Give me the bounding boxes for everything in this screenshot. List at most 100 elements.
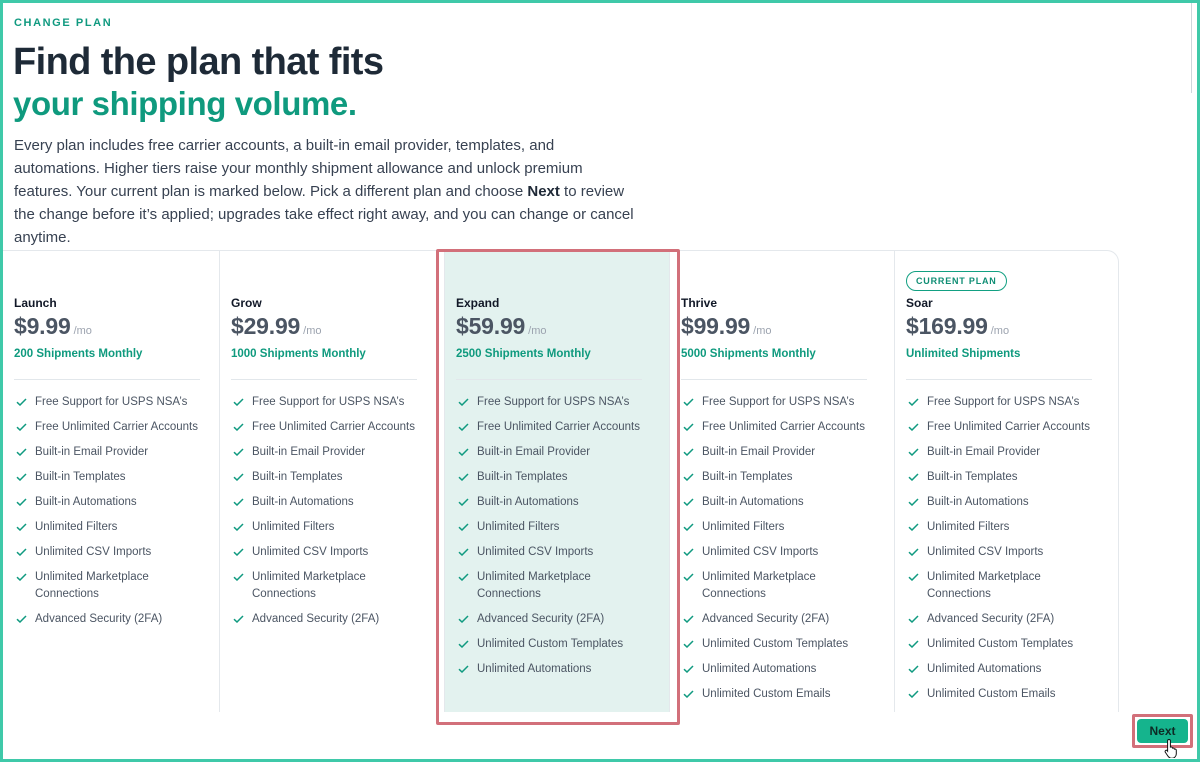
feature-item: Unlimited CSV Imports [14, 544, 214, 561]
eyebrow-label: CHANGE PLAN [14, 17, 113, 29]
feature-label: Unlimited Custom Templates [702, 638, 849, 650]
feature-label: Free Support for USPS NSA’s [35, 396, 188, 408]
check-icon [683, 573, 694, 581]
feature-label: Unlimited Custom Emails [927, 688, 1056, 700]
feature-label: Built-in Email Provider [252, 446, 366, 458]
check-icon [908, 423, 919, 431]
feature-label: Free Support for USPS NSA’s [702, 396, 855, 408]
feature-label: Built-in Email Provider [477, 446, 591, 458]
check-icon [233, 423, 244, 431]
next-button-highlight: Next [1132, 714, 1193, 748]
price-amount: $99.99 [681, 313, 751, 339]
feature-label: Free Support for USPS NSA’s [477, 396, 630, 408]
plan-shipments: 200 Shipments Monthly [14, 348, 143, 360]
check-icon [16, 573, 27, 581]
feature-item: Built-in Email Provider [456, 444, 656, 461]
price-period: /mo [990, 325, 1010, 337]
feature-list: Free Support for USPS NSA’s Free Unlimite… [14, 394, 214, 636]
feature-label: Free Unlimited Carrier Accounts [702, 421, 865, 433]
check-icon [458, 498, 469, 506]
next-button[interactable]: Next [1137, 719, 1188, 743]
feature-item: Unlimited Marketplace Connections [14, 569, 214, 603]
scrollbar[interactable] [1191, 3, 1197, 93]
feature-item: Built-in Automations [14, 494, 214, 511]
feature-item: Unlimited Filters [681, 519, 881, 536]
check-icon [908, 448, 919, 456]
feature-label: Advanced Security (2FA) [35, 613, 163, 625]
feature-item: Free Unlimited Carrier Accounts [906, 419, 1106, 436]
price-amount: $29.99 [231, 313, 301, 339]
feature-label: Unlimited Filters [477, 521, 560, 533]
plan-card-launch[interactable]: Launch $9.99/mo 200 Shipments Monthly Free … [3, 251, 219, 712]
check-icon [16, 548, 27, 556]
plan-card-thrive[interactable]: Thrive $99.99/mo 5000 Shipments Monthly Fre… [669, 251, 894, 712]
feature-label: Built-in Templates [252, 471, 343, 483]
plan-name: Grow [231, 296, 262, 310]
plan-name: Soar [906, 296, 933, 310]
feature-label: Unlimited Custom Templates [477, 638, 624, 650]
hand-cursor-icon [1164, 738, 1177, 758]
feature-label: Built-in Automations [252, 496, 354, 508]
plan-card-soar[interactable]: CURRENT PLAN Soar $169.99/mo Unlimited Ship… [894, 251, 1118, 712]
feature-label: Unlimited Marketplace Connections [252, 571, 366, 600]
plan-price: $99.99/mo [681, 313, 772, 340]
check-icon [683, 615, 694, 623]
feature-label: Built-in Email Provider [927, 446, 1041, 458]
feature-label: Unlimited Filters [927, 521, 1010, 533]
feature-list: Free Support for USPS NSA’s Free Unlimite… [456, 394, 656, 686]
plan-price: $169.99/mo [906, 313, 1009, 340]
feature-item: Unlimited Filters [906, 519, 1106, 536]
feature-item: Free Support for USPS NSA’s [456, 394, 656, 411]
plan-divider [14, 379, 200, 380]
check-icon [683, 690, 694, 698]
feature-label: Free Support for USPS NSA’s [252, 396, 405, 408]
check-icon [683, 665, 694, 673]
feature-label: Unlimited Marketplace Connections [702, 571, 816, 600]
feature-item: Unlimited Filters [456, 519, 656, 536]
feature-label: Unlimited Custom Emails [702, 688, 831, 700]
feature-item: Built-in Automations [906, 494, 1106, 511]
check-icon [16, 523, 27, 531]
feature-item: Built-in Automations [681, 494, 881, 511]
intro-text-2: to review the change before it’s applied… [14, 183, 634, 246]
feature-label: Free Unlimited Carrier Accounts [927, 421, 1090, 433]
feature-item: Built-in Templates [456, 469, 656, 486]
feature-item: Built-in Templates [681, 469, 881, 486]
page-subtitle: your shipping volume. [13, 85, 357, 122]
feature-item: Free Unlimited Carrier Accounts [231, 419, 431, 436]
plans-grid: Launch $9.99/mo 200 Shipments Monthly Free … [3, 250, 1119, 712]
check-icon [908, 690, 919, 698]
feature-label: Built-in Email Provider [35, 446, 149, 458]
feature-item: Advanced Security (2FA) [906, 611, 1106, 628]
feature-item: Unlimited Marketplace Connections [906, 569, 1106, 603]
feature-item: Built-in Templates [906, 469, 1106, 486]
feature-label: Unlimited CSV Imports [252, 546, 369, 558]
check-icon [908, 615, 919, 623]
check-icon [908, 473, 919, 481]
feature-label: Built-in Templates [927, 471, 1018, 483]
price-period: /mo [73, 325, 92, 337]
feature-label: Unlimited CSV Imports [702, 546, 819, 558]
check-icon [458, 573, 469, 581]
plan-name: Thrive [681, 296, 718, 310]
feature-item: Free Unlimited Carrier Accounts [681, 419, 881, 436]
check-icon [233, 615, 244, 623]
feature-item: Unlimited Custom Templates [456, 636, 656, 653]
plan-divider [456, 379, 642, 380]
feature-label: Unlimited Custom Templates [927, 638, 1074, 650]
check-icon [458, 423, 469, 431]
plan-card-expand[interactable]: Expand $59.99/mo 2500 Shipments Monthly Fre… [444, 251, 669, 712]
feature-item: Unlimited CSV Imports [231, 544, 431, 561]
plan-card-grow[interactable]: Grow $29.99/mo 1000 Shipments Monthly Free … [219, 251, 444, 712]
feature-label: Unlimited CSV Imports [35, 546, 152, 558]
feature-label: Free Support for USPS NSA’s [927, 396, 1080, 408]
feature-label: Built-in Templates [477, 471, 568, 483]
check-icon [908, 548, 919, 556]
feature-item: Free Unlimited Carrier Accounts [14, 419, 214, 436]
feature-label: Built-in Automations [477, 496, 579, 508]
check-icon [233, 523, 244, 531]
plan-divider [681, 379, 867, 380]
plan-shipments: 1000 Shipments Monthly [231, 348, 366, 360]
feature-label: Free Unlimited Carrier Accounts [35, 421, 198, 433]
